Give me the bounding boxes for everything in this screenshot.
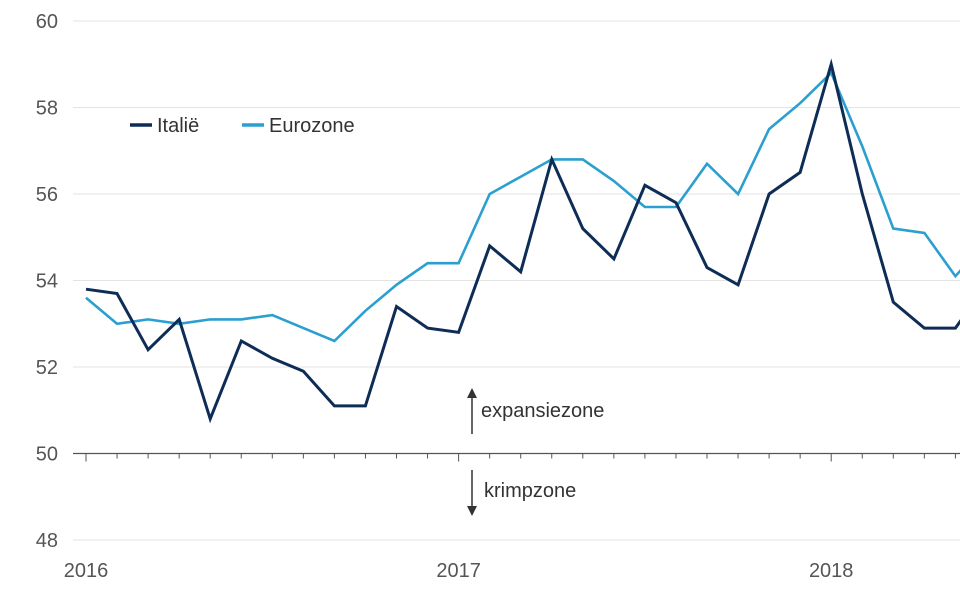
contraction-arrow-head: [467, 506, 477, 516]
x-axis: 2016 2017 2018: [64, 452, 960, 582]
x-tick-label-2016: 2016: [64, 560, 109, 582]
y-tick-label-58: 58: [36, 98, 58, 120]
y-tick-label-60: 60: [36, 11, 58, 33]
y-axis-tick-labels: 48 50 52 54 56 58 60: [36, 11, 58, 552]
series-lines: [85, 58, 960, 424]
grid-lines: [73, 20, 960, 541]
y-tick-label-50: 50: [36, 444, 58, 466]
y-tick-label-52: 52: [36, 357, 58, 379]
legend: Italië Eurozone: [130, 115, 355, 137]
annotation-expansiezone: expansiezone: [481, 400, 604, 422]
series-line-italie: [85, 58, 960, 424]
y-tick-label-56: 56: [36, 184, 58, 206]
y-tick-label-48: 48: [36, 530, 58, 552]
y-tick-label-54: 54: [36, 271, 58, 293]
zone-annotations: expansiezone krimpzone: [467, 388, 604, 516]
series-line-eurozone: [85, 70, 960, 343]
annotation-krimpzone: krimpzone: [484, 480, 576, 502]
expansion-arrow-head: [467, 388, 477, 398]
legend-label-eurozone: Eurozone: [269, 115, 355, 137]
x-tick-label-2017: 2017: [436, 560, 481, 582]
legend-label-italie: Italië: [157, 115, 199, 137]
x-tick-label-2018: 2018: [809, 560, 854, 582]
